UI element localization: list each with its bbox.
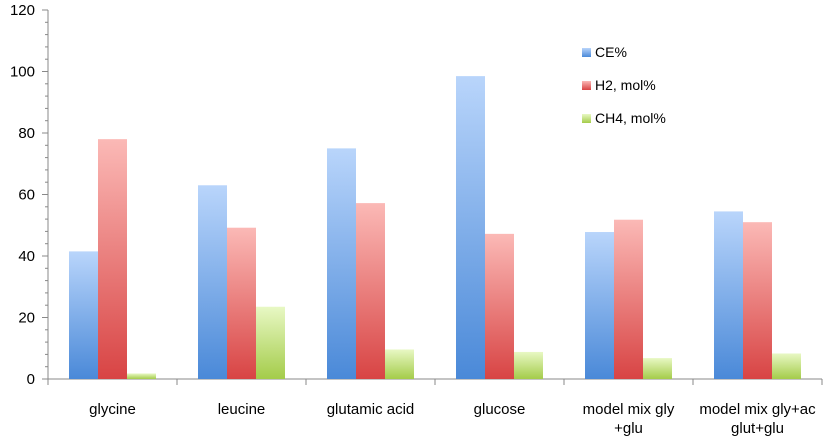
bar-ce-1: [198, 185, 227, 379]
category-label: model mix gly+ac: [699, 401, 816, 418]
bar-h2-mol-1: [227, 227, 256, 379]
category-label: leucine: [218, 401, 266, 418]
legend-swatch: [582, 81, 591, 90]
y-tick-label: 40: [18, 248, 35, 265]
category-label: glycine: [89, 401, 136, 418]
y-tick-labels: 0 20 40 60 80 100 120: [10, 2, 35, 388]
y-tick-label: 60: [18, 187, 35, 204]
bar-ch4-mol-2: [385, 349, 414, 379]
legend-label: CH4, mol%: [595, 110, 666, 126]
bar-ce-5: [714, 211, 743, 379]
axes: [42, 9, 823, 385]
category-label: model mix gly: [583, 401, 675, 418]
category-labels: glycine leucine glutamic acid glucose model …: [89, 401, 816, 437]
bar-ce-3: [456, 76, 485, 380]
bar-ch4-mol-5: [772, 353, 801, 379]
bar-h2-mol-3: [485, 233, 514, 379]
y-tick-label: 100: [10, 64, 35, 81]
y-tick-label: 0: [27, 371, 35, 388]
bar-h2-mol-4: [614, 219, 643, 379]
legend: CE% H2, mol% CH4, mol%: [582, 44, 666, 126]
legend-label: CE%: [595, 44, 627, 60]
bar-h2-mol-2: [356, 203, 385, 379]
bar-ce-0: [69, 251, 98, 379]
bar-ce-4: [585, 232, 614, 379]
bar-h2-mol-0: [98, 139, 127, 379]
bar-ch4-mol-0: [127, 373, 156, 379]
bar-h2-mol-5: [743, 222, 772, 379]
category-label: glutamic acid: [327, 401, 415, 418]
legend-swatch: [582, 48, 591, 57]
bars: [69, 76, 801, 380]
legend-swatch: [582, 114, 591, 123]
y-tick-label: 20: [18, 310, 35, 327]
category-label: glucose: [474, 401, 526, 418]
bar-ch4-mol-4: [643, 358, 672, 379]
y-tick-label: 120: [10, 2, 35, 19]
category-label: glut+glu: [731, 420, 784, 437]
bar-ce-2: [327, 148, 356, 379]
y-tick-label: 80: [18, 125, 35, 142]
category-label: +glu: [614, 420, 643, 437]
legend-label: H2, mol%: [595, 77, 656, 93]
bar-ch4-mol-3: [514, 351, 543, 379]
bar-ch4-mol-1: [256, 306, 285, 379]
